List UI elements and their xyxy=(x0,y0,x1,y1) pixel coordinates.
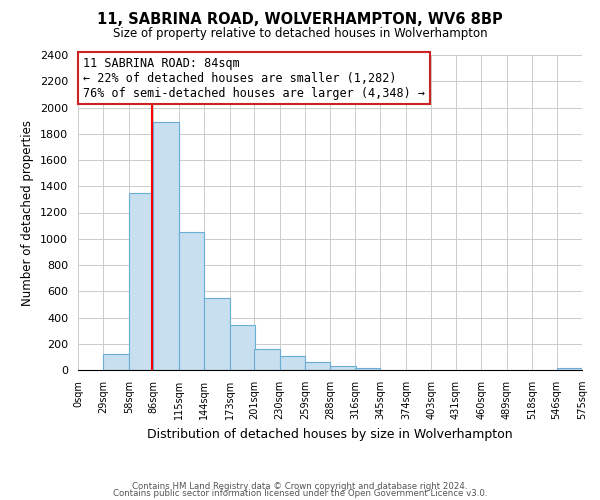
Text: Size of property relative to detached houses in Wolverhampton: Size of property relative to detached ho… xyxy=(113,28,487,40)
Bar xyxy=(230,326,255,370)
Y-axis label: Number of detached properties: Number of detached properties xyxy=(22,120,34,306)
Bar xyxy=(280,356,305,370)
Bar xyxy=(129,193,154,370)
Text: 11, SABRINA ROAD, WOLVERHAMPTON, WV6 8BP: 11, SABRINA ROAD, WOLVERHAMPTON, WV6 8BP xyxy=(97,12,503,28)
Bar xyxy=(154,122,179,370)
Bar xyxy=(254,349,280,370)
Text: Contains public sector information licensed under the Open Government Licence v3: Contains public sector information licen… xyxy=(113,490,487,498)
Text: Contains HM Land Registry data © Crown copyright and database right 2024.: Contains HM Land Registry data © Crown c… xyxy=(132,482,468,491)
Bar xyxy=(355,368,380,370)
X-axis label: Distribution of detached houses by size in Wolverhampton: Distribution of detached houses by size … xyxy=(147,428,513,440)
Text: 11 SABRINA ROAD: 84sqm
← 22% of detached houses are smaller (1,282)
76% of semi-: 11 SABRINA ROAD: 84sqm ← 22% of detached… xyxy=(83,56,425,100)
Bar xyxy=(331,366,356,370)
Bar xyxy=(305,362,331,370)
Bar xyxy=(103,354,129,370)
Bar xyxy=(179,232,204,370)
Bar xyxy=(204,298,230,370)
Bar xyxy=(557,368,582,370)
